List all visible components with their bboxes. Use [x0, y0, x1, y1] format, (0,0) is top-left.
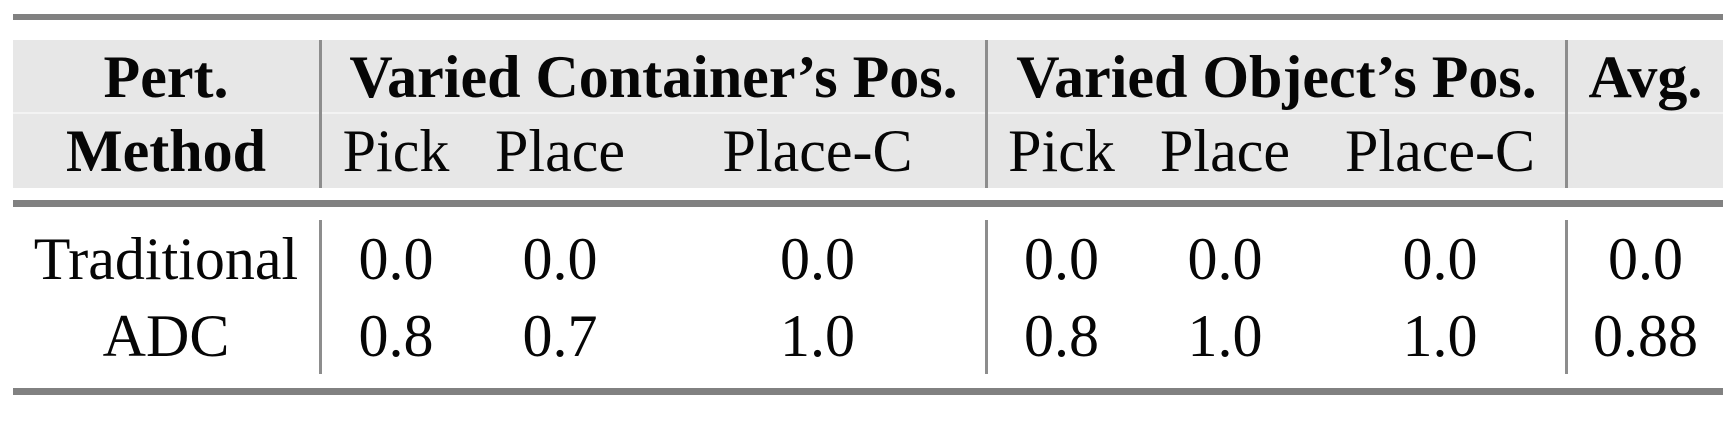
row-traditional-object-place-c: 0.0: [1315, 220, 1568, 297]
subheader-container-place-c: Place-C: [650, 113, 988, 188]
row-traditional-object-place: 0.0: [1187, 225, 1263, 292]
row-adc-object-pick: 0.8: [1024, 302, 1099, 369]
row-adc-object-place: 1.0: [1187, 302, 1263, 369]
row-adc-container-place: 0.7: [522, 302, 598, 369]
row-adc-avg: 0.88: [1593, 302, 1698, 369]
header-method: Method: [13, 113, 322, 188]
row-adc-object-place-c: 1.0: [1315, 297, 1568, 374]
mid-rule: [13, 200, 1723, 207]
row-traditional-container-place: 0.0: [522, 225, 598, 292]
subheader-object-pick: Pick: [1008, 117, 1115, 184]
row-traditional-method: Traditional: [13, 220, 322, 297]
header-row-separator: [13, 112, 1723, 114]
header-pert: Pert.: [13, 40, 322, 113]
row-traditional-object-pick: 0.0: [1024, 225, 1099, 292]
row-traditional-avg: 0.0: [1608, 225, 1683, 292]
bottom-rule: [13, 388, 1723, 395]
table-body: Traditional 0.0 0.0 0.0 0.0 0.0 0.0 0.0 …: [13, 207, 1723, 388]
header-avg: Avg.: [1588, 43, 1703, 110]
subheader-container-pick: Pick: [342, 117, 450, 184]
header-group-varied-object-pos: Varied Object’s Pos.: [988, 40, 1568, 113]
row-adc-container-place-c: 1.0: [650, 297, 988, 374]
row-adc-method: ADC: [13, 297, 322, 374]
subheader-object-place-c: Place-C: [1315, 113, 1568, 188]
row-traditional-container-place-c: 0.0: [650, 220, 988, 297]
subheader-object-place: Place: [1160, 117, 1290, 184]
row-traditional-container-pick: 0.0: [358, 225, 434, 292]
header-group-varied-container-pos: Varied Container’s Pos.: [322, 40, 988, 113]
subheader-container-place: Place: [495, 117, 625, 184]
table-header: Pert. Varied Container’s Pos. Varied Obj…: [13, 40, 1723, 188]
top-rule: [13, 14, 1723, 20]
subheader-avg-empty: [1568, 113, 1723, 188]
row-adc-container-pick: 0.8: [358, 302, 434, 369]
